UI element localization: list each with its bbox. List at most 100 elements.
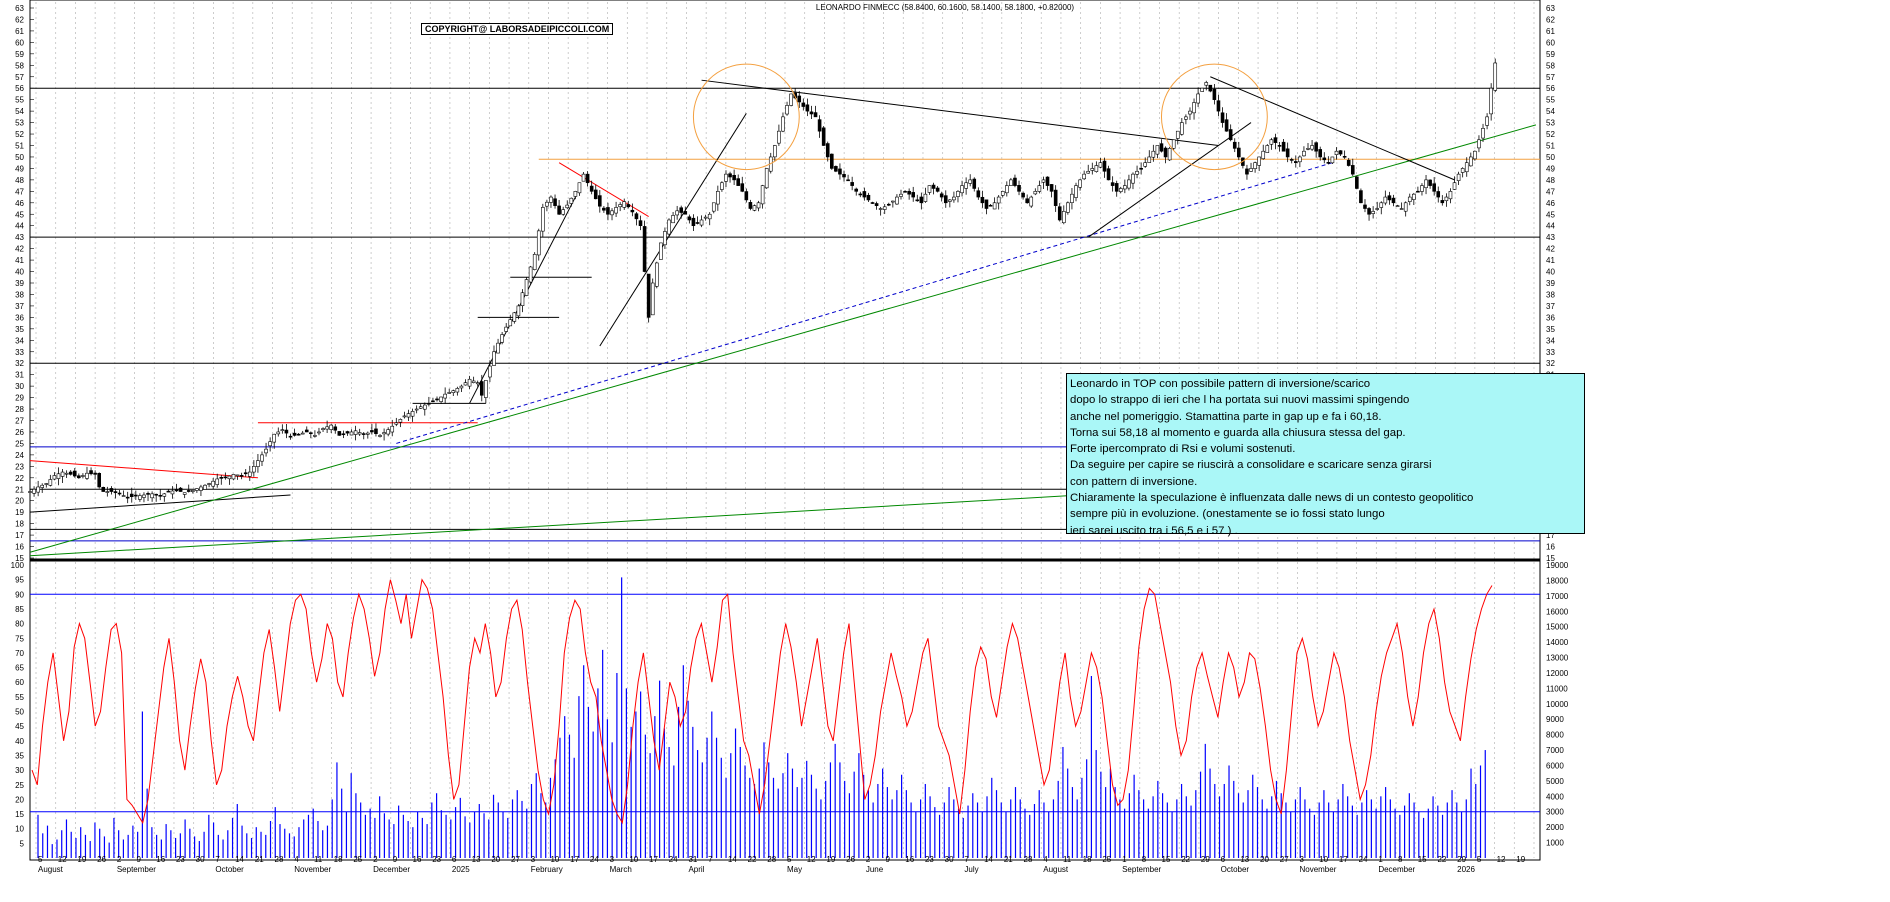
price-tick-left: 54 [15, 107, 24, 116]
candle-body [821, 127, 826, 146]
volume-tick: 5000 [1546, 777, 1564, 786]
x-day-tick: 16 [156, 855, 165, 864]
x-month-label: September [1122, 865, 1161, 874]
candle-body [866, 194, 871, 201]
price-tick-right: 41 [1546, 256, 1555, 265]
x-day-tick: 6 [452, 855, 457, 864]
candle-body [764, 168, 769, 189]
candle-body [1293, 161, 1298, 163]
x-day-tick: 20 [491, 855, 500, 864]
candle-body [504, 326, 508, 332]
candle-body [585, 173, 590, 184]
candle-body [536, 230, 541, 256]
x-day-tick: 21 [1004, 855, 1013, 864]
annotation-line: sempre più in evoluzione. (onestamente s… [1070, 508, 1385, 521]
candle-body [581, 173, 586, 182]
candle-body [52, 475, 57, 480]
price-tick-left: 40 [15, 268, 24, 277]
x-day-tick: 19 [826, 855, 835, 864]
volume-tick: 18000 [1546, 576, 1569, 585]
x-day-tick: 15 [1418, 855, 1427, 864]
price-tick-left: 61 [15, 27, 24, 36]
price-tick-left: 41 [15, 256, 24, 265]
x-day-tick: 18 [334, 855, 343, 864]
x-day-tick: 2 [866, 855, 871, 864]
price-tick-left: 15 [15, 554, 24, 563]
candle-body [976, 190, 981, 198]
candle-body [565, 204, 570, 209]
price-tick-right: 52 [1546, 130, 1555, 139]
candle-body [325, 426, 329, 430]
price-tick-left: 27 [15, 417, 24, 426]
candle-body [288, 435, 293, 438]
candle-body [650, 282, 655, 316]
rsi-tick: 75 [15, 634, 24, 643]
price-tick-right: 57 [1546, 73, 1555, 82]
x-day-tick: 9 [137, 855, 142, 864]
candle-body [805, 104, 810, 112]
x-month-label: March [610, 865, 632, 874]
candle-body [1367, 208, 1371, 215]
candle-body [1237, 147, 1241, 158]
candle-body [459, 385, 464, 389]
annotation-line: Forte ipercomprato di Rsi e volumi soste… [1070, 443, 1296, 456]
trendline [1087, 122, 1252, 238]
candle-body [1432, 183, 1436, 192]
x-month-label: November [1299, 865, 1336, 874]
price-tick-right: 58 [1546, 61, 1555, 70]
price-tick-right: 36 [1546, 313, 1555, 322]
x-month-label: August [1043, 865, 1069, 874]
candle-body [1053, 189, 1058, 206]
candle-body [427, 402, 431, 405]
candle-body [854, 188, 859, 192]
candle-body [1110, 182, 1115, 186]
candle-body [899, 193, 903, 197]
candle-body [1281, 141, 1286, 152]
candle-body [475, 382, 480, 385]
candle-body [28, 491, 32, 493]
candle-body [353, 430, 358, 435]
candle-body [1135, 170, 1139, 175]
candle-body [988, 204, 993, 207]
copyright-badge: COPYRIGHT@ LABORSADEIPICCOLI.COM [421, 23, 614, 35]
volume-tick: 4000 [1546, 792, 1564, 801]
candle-body [1106, 168, 1111, 181]
candle-body [1200, 87, 1204, 92]
candle-body [341, 433, 346, 436]
rsi-tick: 65 [15, 664, 24, 673]
price-tick-left: 43 [15, 233, 24, 242]
annotation-line: Chiaramente la speculazione è influenzat… [1070, 492, 1474, 505]
candle-body [1269, 139, 1274, 145]
x-day-tick: 29 [1457, 855, 1466, 864]
candle-body [68, 471, 73, 475]
price-tick-right: 33 [1546, 348, 1555, 357]
price-tick-right: 16 [1546, 543, 1555, 552]
candle-body [1473, 150, 1477, 160]
candle-body [1220, 112, 1225, 123]
candle-body [842, 174, 846, 178]
price-tick-right: 47 [1546, 187, 1555, 196]
candle-body [1151, 150, 1156, 158]
candle-body [891, 200, 895, 203]
candle-body [630, 209, 635, 213]
candle-body [878, 208, 883, 210]
candle-body [366, 432, 370, 435]
candle-body [695, 222, 700, 224]
candle-body [1306, 148, 1310, 150]
volume-tick: 16000 [1546, 607, 1569, 616]
candle-body [414, 408, 419, 411]
candle-body [732, 174, 736, 181]
candle-body [1021, 192, 1025, 198]
candle-body [154, 493, 158, 496]
x-day-tick: 3 [610, 855, 615, 864]
candle-body [1444, 196, 1449, 202]
candle-body [589, 185, 594, 192]
x-day-tick: 1 [1122, 855, 1127, 864]
volume-tick: 9000 [1546, 715, 1564, 724]
rsi-tick: 20 [15, 795, 24, 804]
candle-body [952, 196, 956, 201]
candle-body [809, 111, 814, 115]
x-day-tick: 30 [196, 855, 205, 864]
candle-body [960, 185, 964, 194]
candle-body [264, 448, 268, 454]
